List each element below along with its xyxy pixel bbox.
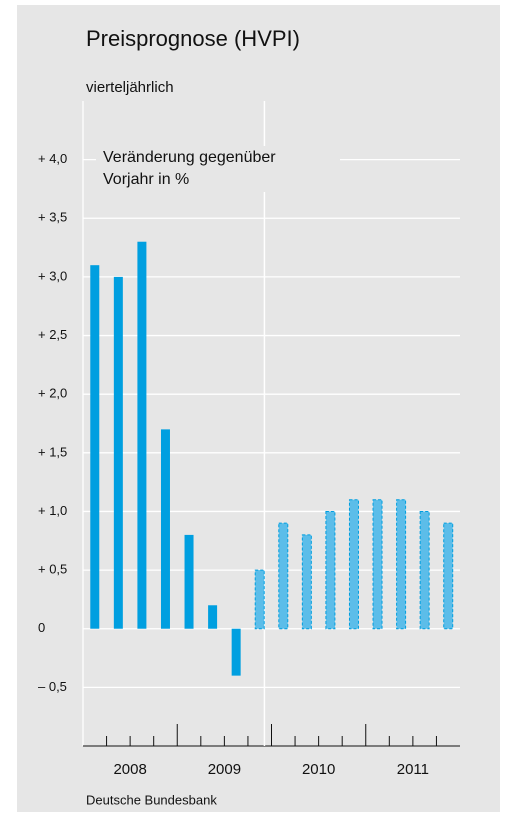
bar <box>443 522 454 630</box>
bar <box>348 499 359 630</box>
source: Deutsche Bundesbank <box>86 792 217 807</box>
bar <box>254 569 265 630</box>
bar <box>278 522 289 630</box>
x-tick-label: 2010 <box>302 761 335 778</box>
y-tick-label: + 4,0 <box>38 151 67 166</box>
bar <box>325 510 336 630</box>
y-tick-label: + 1,0 <box>38 503 67 518</box>
chart-subtitle: vierteljährlich <box>86 79 174 96</box>
y-tick-label: + 1,5 <box>38 444 67 459</box>
bar <box>184 534 194 629</box>
bar <box>301 534 312 630</box>
bar <box>396 499 407 630</box>
panel <box>17 5 500 812</box>
y-tick-label: + 2,5 <box>38 327 67 342</box>
x-tick-label: 2008 <box>113 761 146 778</box>
bar <box>113 276 123 629</box>
bar <box>231 628 241 676</box>
annotation: Veränderung gegenüber <box>103 149 276 166</box>
y-tick-label: + 3,0 <box>38 268 67 283</box>
y-tick-label: + 0,5 <box>38 562 67 577</box>
y-tick-label: + 2,0 <box>38 386 67 401</box>
y-tick-label: + 3,5 <box>38 210 67 225</box>
annotation: Vorjahr in % <box>103 171 189 188</box>
bar <box>137 241 147 629</box>
bar <box>419 510 430 630</box>
x-tick-label: 2009 <box>208 761 241 778</box>
x-tick-label: 2011 <box>397 761 429 778</box>
y-tick-label: 0 <box>38 620 45 635</box>
bar <box>372 499 383 630</box>
bar <box>160 429 170 629</box>
y-tick-label: – 0,5 <box>38 679 67 694</box>
bar <box>90 265 100 629</box>
chart-title: Preisprognose (HVPI) <box>86 26 300 51</box>
bar <box>208 605 218 629</box>
annotation-box <box>96 146 340 192</box>
